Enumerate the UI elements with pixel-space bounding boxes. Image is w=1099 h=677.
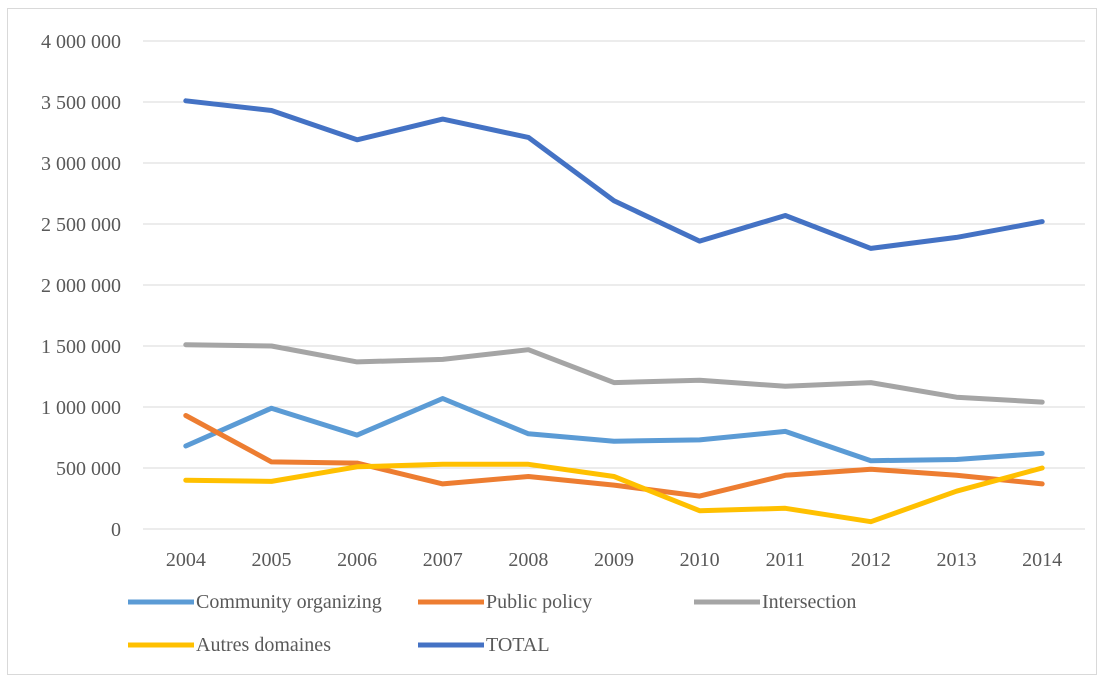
y-tick-label: 4 000 000 <box>41 31 121 53</box>
legend-label: Community organizing <box>196 591 382 613</box>
y-tick-label: 3 500 000 <box>41 92 121 114</box>
y-tick-label: 0 <box>111 519 121 541</box>
y-tick-label: 3 000 000 <box>41 153 121 175</box>
x-tick-label: 2005 <box>251 549 291 571</box>
x-tick-label: 2014 <box>1022 549 1062 571</box>
x-tick-label: 2011 <box>766 549 805 571</box>
y-tick-label: 2 500 000 <box>41 214 121 236</box>
series-line-autres-domaines <box>183 461 1045 525</box>
x-tick-label: 2010 <box>680 549 720 571</box>
y-tick-label: 500 000 <box>56 458 121 480</box>
series-lines <box>183 98 1045 525</box>
gridlines <box>143 40 1085 530</box>
y-axis-ticks: 0 500 000 1 000 000 1 500 000 2 000 000 2 500… <box>41 31 121 541</box>
x-tick-label: 2004 <box>166 549 206 571</box>
series-line-intersection <box>183 342 1045 405</box>
legend-label: Intersection <box>762 591 856 613</box>
legend-label: Public policy <box>486 591 592 613</box>
legend-label: TOTAL <box>486 634 550 656</box>
x-axis-ticks: 2004 2005 2006 2007 2008 2009 2010 2011 2012 2013… <box>166 549 1062 571</box>
y-tick-label: 2 000 000 <box>41 275 121 297</box>
series-line-community-organizing <box>183 396 1045 464</box>
x-tick-label: 2012 <box>851 549 891 571</box>
legend-label: Autres domaines <box>196 634 331 656</box>
x-tick-label: 2008 <box>508 549 548 571</box>
y-tick-label: 1 000 000 <box>41 397 121 419</box>
series-line-public-policy <box>183 413 1045 499</box>
legend: Community organizing Public policy Interse… <box>128 591 856 656</box>
x-tick-label: 2013 <box>937 549 977 571</box>
chart-area <box>7 8 1097 675</box>
series-line-total <box>183 98 1045 251</box>
x-tick-label: 2009 <box>594 549 634 571</box>
x-tick-label: 2006 <box>337 549 377 571</box>
x-tick-label: 2007 <box>423 549 463 571</box>
y-tick-label: 1 500 000 <box>41 336 121 358</box>
